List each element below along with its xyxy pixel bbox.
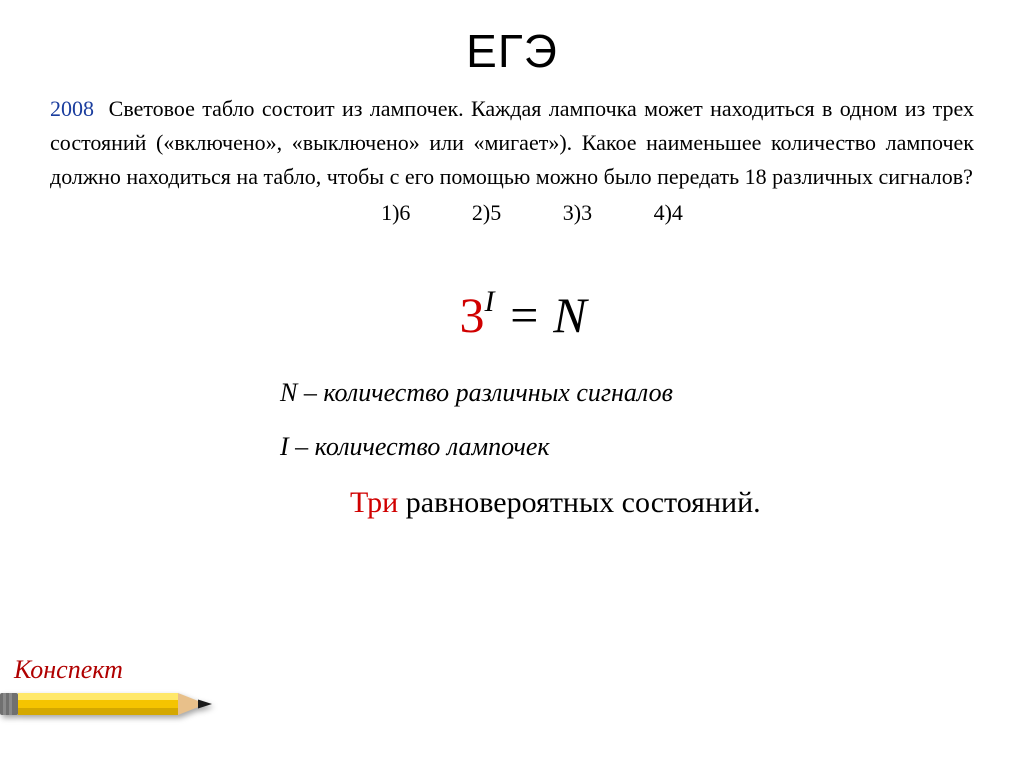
answer-options: 1)6 2)5 3)3 4)4 [50, 200, 974, 226]
answer-1: 1)6 [381, 200, 410, 225]
var-n: N [280, 378, 297, 407]
definitions: N – количество различных сигналов I – ко… [50, 378, 974, 462]
formula-rhs: N [553, 287, 586, 343]
problem-year: 2008 [50, 96, 94, 121]
answer-3: 3)3 [563, 200, 592, 225]
problem-text: 2008 Световое табло состоит из лампочек.… [50, 92, 974, 194]
statement: Три равновероятных состояний. [50, 486, 974, 520]
definition-n: N – количество различных сигналов [280, 378, 974, 408]
formula: 3I = N [50, 286, 974, 344]
var-i: I [280, 432, 289, 461]
slide: ЕГЭ 2008 Световое табло состоит из лампо… [0, 0, 1024, 768]
formula-base: 3 [459, 287, 484, 343]
statement-emphasis: Три [350, 486, 398, 519]
formula-exponent: I [484, 285, 494, 318]
definition-i: I – количество лампочек [280, 432, 974, 462]
statement-rest: равновероятных состояний. [398, 486, 760, 519]
problem-body: Световое табло состоит из лампочек. Кажд… [50, 96, 974, 189]
pencil-label: Конспект [14, 655, 220, 685]
def-i-text: – количество лампочек [289, 432, 550, 461]
slide-title: ЕГЭ [50, 24, 974, 78]
answer-4: 4)4 [654, 200, 683, 225]
answer-2: 2)5 [472, 200, 501, 225]
pencil-graphic: Конспект [0, 655, 220, 726]
formula-eq: = [494, 287, 553, 343]
def-n-text: – количество различных сигналов [297, 378, 673, 407]
pencil-icon [0, 687, 220, 721]
